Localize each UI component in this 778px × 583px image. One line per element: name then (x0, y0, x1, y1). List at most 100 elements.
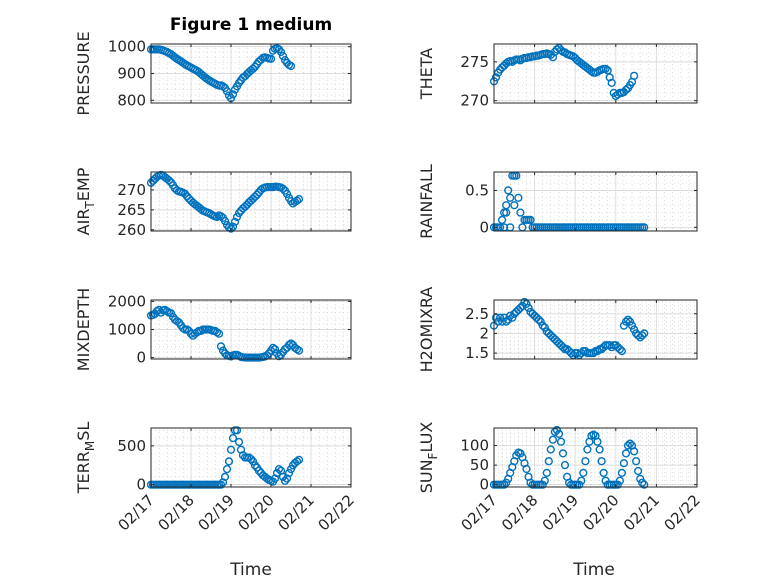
data-point (536, 317, 545, 326)
subplot-theta: 270 275 THETA (417, 43, 698, 110)
data-point (294, 195, 304, 204)
data-point (214, 329, 224, 338)
data-point (152, 307, 162, 316)
data-point (554, 429, 564, 439)
axes-box (150, 427, 352, 488)
y-axis-label-main: SUN (417, 459, 436, 493)
data-point (276, 47, 286, 57)
data-point (621, 449, 631, 458)
data-point (516, 449, 525, 458)
y-axis-label: PRESSURE (74, 31, 93, 115)
y-tick-label: 0 (479, 218, 489, 236)
y-axis-label-sub: F (426, 452, 440, 459)
y-tick-label: 900 (117, 65, 146, 83)
y-axis-label-main: PRESSURE (74, 31, 93, 115)
axes-box (493, 43, 698, 104)
y-tick-label: 0 (136, 349, 146, 367)
data-point (180, 189, 190, 199)
data-point (220, 472, 230, 482)
data-point (522, 464, 531, 474)
data-point (619, 459, 629, 468)
y-axis-label: RAINFALL (417, 164, 436, 239)
data-point (510, 201, 519, 210)
data-point (180, 59, 190, 69)
data-point (629, 447, 639, 456)
data-point (248, 457, 258, 466)
data-point (640, 329, 649, 338)
y-axis-label-rest: LUX (417, 422, 436, 453)
data-point (196, 205, 206, 214)
data-point (254, 466, 264, 475)
axes-box (150, 171, 352, 232)
data-point (548, 53, 558, 62)
y-axis-label-main: H2OMIXRA (417, 287, 436, 373)
y-tick-label: 270 (460, 92, 489, 110)
data-point (294, 455, 304, 464)
data-point (502, 478, 511, 487)
data-point (164, 176, 174, 185)
y-tick-label: 0.5 (465, 181, 489, 199)
data-point (558, 449, 568, 458)
data-point (526, 215, 535, 225)
data-point (633, 466, 643, 476)
data-point (502, 317, 511, 326)
data-point (538, 480, 547, 489)
data-point (617, 468, 627, 478)
data-point (248, 64, 258, 73)
y-tick-label: 2000 (108, 292, 146, 310)
data-point (538, 321, 547, 330)
data-point (496, 313, 505, 322)
data-point (491, 313, 501, 322)
data-point (232, 212, 242, 222)
data-point (274, 465, 284, 474)
data-point (593, 437, 602, 446)
data-point (583, 445, 592, 454)
axes-box (493, 427, 698, 488)
data-point (508, 313, 517, 322)
data-point (162, 307, 172, 316)
data-point (593, 67, 602, 77)
data-point (514, 193, 523, 202)
subplot-pressure: 800 900 1000 PRESSURE (74, 31, 352, 116)
data-point (577, 476, 586, 485)
y-axis-label-rest: EMP (74, 167, 93, 201)
y-tick-label: 100 (460, 437, 489, 455)
data-point (556, 46, 566, 55)
data-point (623, 315, 633, 324)
data-point (548, 435, 558, 444)
y-axis-label-sub: T (83, 201, 97, 210)
y-tick-label: 270 (117, 181, 146, 199)
data-point (552, 425, 562, 435)
y-tick-label: 2 (479, 324, 489, 342)
data-point (558, 343, 568, 352)
data-point (615, 345, 625, 354)
data-point (607, 78, 616, 87)
data-point (544, 457, 553, 466)
data-point (500, 480, 509, 489)
data-point (278, 51, 288, 61)
data-point (516, 303, 525, 313)
y-axis-label: MIXDEPTH (74, 288, 93, 371)
data-point (212, 212, 222, 222)
data-point (617, 347, 627, 356)
data-point (491, 73, 501, 82)
data-point (599, 468, 608, 478)
data-point (282, 189, 292, 199)
data-point (284, 468, 294, 478)
y-axis-label: SUNFLUX (417, 422, 440, 494)
data-point (605, 73, 614, 82)
data-point (226, 224, 236, 233)
data-point (278, 184, 288, 193)
subplot-mixdepth: 0 1000 2000 MIXDEPTH (74, 288, 352, 371)
y-axis-label: AIRTEMP (74, 167, 97, 235)
data-point (292, 345, 302, 354)
y-tick-label: 500 (117, 437, 146, 455)
data-point (292, 457, 302, 466)
data-point (516, 208, 525, 217)
data-point (280, 476, 290, 485)
data-point (621, 85, 631, 94)
y-tick-label: 0 (136, 476, 146, 494)
data-point (506, 311, 515, 320)
